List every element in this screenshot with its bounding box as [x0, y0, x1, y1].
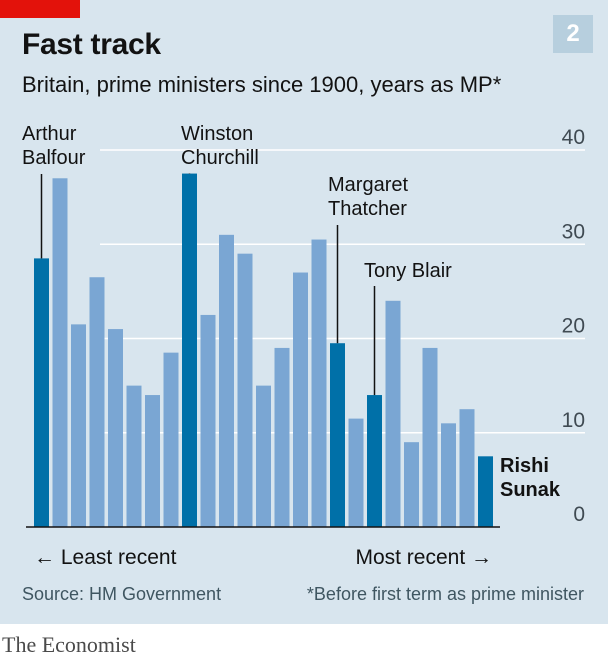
x-label-most-recent: Most recent →	[355, 546, 492, 569]
bar	[237, 253, 253, 528]
y-tick-label: 40	[562, 126, 585, 149]
bar	[330, 343, 345, 527]
annotations: Arthur Balfour Winston Churchill Margaret Tha…	[22, 123, 561, 501]
bar	[274, 347, 290, 527]
y-axis: 0 10 20 30 40	[562, 126, 585, 526]
chart-title: Fast track	[22, 28, 161, 61]
annotation-line: Margaret	[328, 174, 408, 196]
bar	[34, 258, 49, 527]
y-tick-label: 0	[573, 503, 585, 526]
bar	[293, 272, 308, 527]
bars	[26, 173, 500, 528]
annotation-line: Thatcher	[328, 198, 407, 220]
annotation-line: Rishi	[500, 455, 549, 477]
annotation-line: Churchill	[181, 147, 259, 169]
annotation-label: Tony Blair	[364, 260, 452, 282]
annotation-line: Sunak	[500, 479, 561, 501]
bar	[478, 456, 493, 527]
bar	[422, 347, 438, 527]
bar	[348, 418, 364, 527]
chart-card: Fast track Britain, prime ministers sinc…	[0, 0, 608, 624]
annotation-label: Winston Churchill	[181, 123, 259, 169]
bar	[145, 395, 160, 527]
footnote: *Before first term as prime minister	[306, 584, 584, 604]
bar	[200, 314, 216, 527]
y-tick-label: 30	[562, 220, 585, 243]
annotation-line: Arthur	[22, 123, 77, 145]
bar	[219, 234, 234, 527]
bar	[71, 324, 86, 527]
x-label-least-recent: ← Least recent	[34, 546, 177, 569]
bar	[126, 385, 142, 527]
bar	[163, 352, 179, 527]
y-tick-label: 20	[562, 315, 585, 338]
x-axis-labels: ← Least recent Most recent →	[34, 546, 492, 569]
annotation-line: Balfour	[22, 147, 86, 169]
bar	[441, 423, 456, 527]
chart-subtitle: Britain, prime ministers since 1900, yea…	[22, 72, 502, 97]
bar	[459, 409, 475, 527]
chart-number-badge: 2	[553, 15, 593, 53]
source-note: Source: HM Government	[22, 584, 222, 604]
y-tick-label: 10	[562, 409, 585, 432]
annotation-label: Margaret Thatcher	[328, 174, 408, 220]
bar	[367, 395, 382, 527]
annotation-label: Rishi Sunak	[500, 455, 561, 501]
brand-logo-text: The Economist	[2, 632, 136, 657]
annotation-line: Winston	[181, 123, 253, 145]
brand-red-tab	[0, 0, 80, 18]
bar	[182, 173, 197, 527]
annotation-line: Tony Blair	[364, 260, 452, 282]
bar	[89, 277, 105, 527]
annotation-label: Arthur Balfour	[22, 123, 86, 169]
bar	[404, 442, 419, 527]
bar	[256, 385, 271, 527]
bar-chart: 0 10 20 30 40 Arthur Balfour Winston Churchill M…	[22, 123, 585, 569]
bar	[385, 300, 401, 527]
bar	[108, 329, 123, 527]
bar	[311, 239, 327, 527]
bar	[52, 178, 68, 527]
